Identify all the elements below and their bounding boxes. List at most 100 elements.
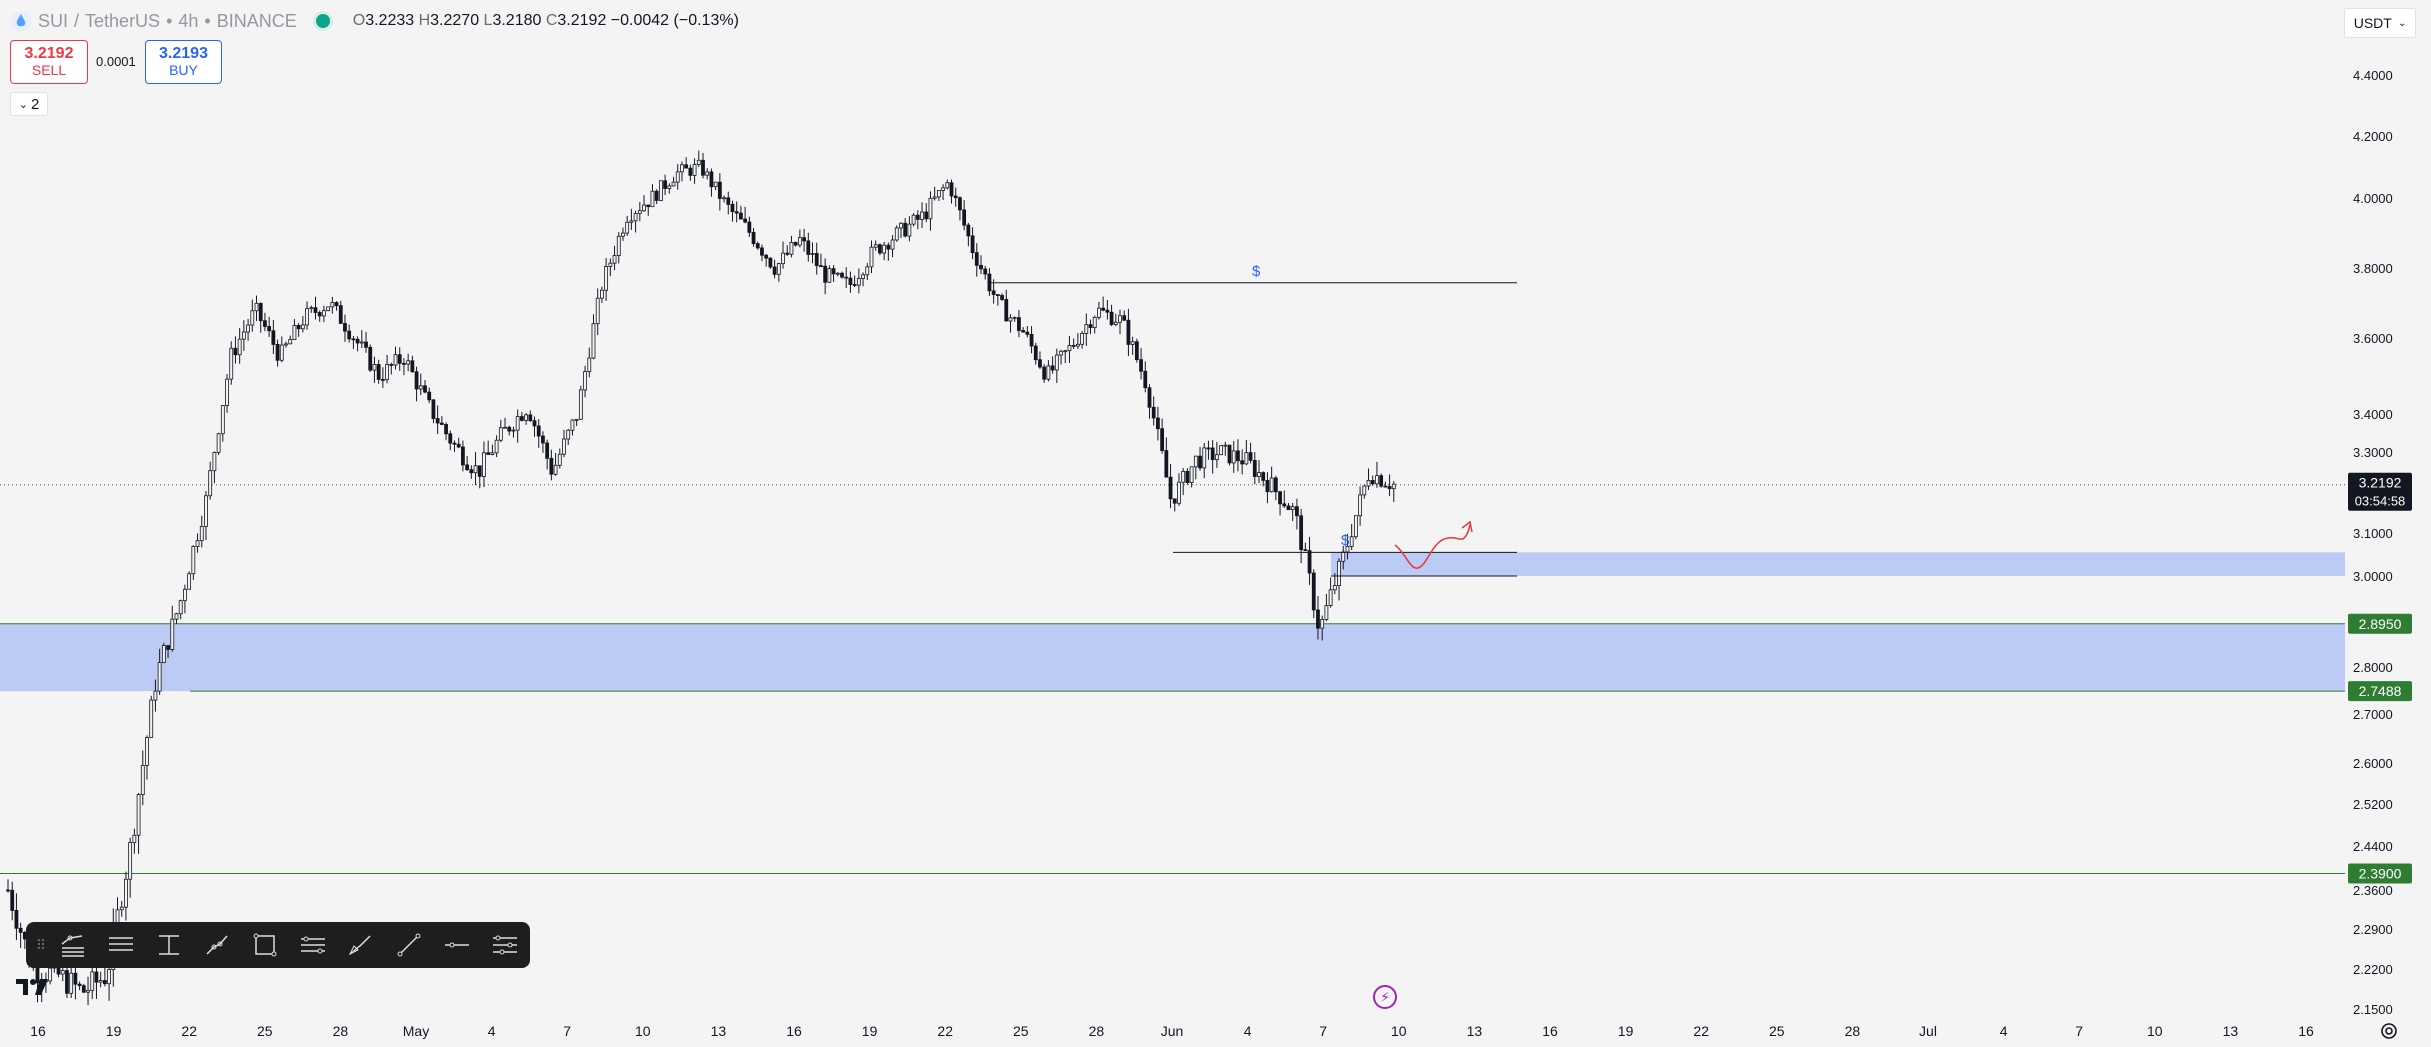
candle-up [1202, 447, 1207, 469]
candle-down [1307, 550, 1312, 574]
candle-up [124, 878, 128, 908]
projection-path[interactable] [1394, 524, 1471, 569]
candle-down [1105, 309, 1110, 313]
candle-down [1122, 315, 1127, 321]
candle-down [1143, 370, 1148, 389]
candle-down [966, 224, 971, 237]
candle-up [524, 414, 528, 421]
price-tick-label: 2.2900 [2353, 922, 2393, 937]
symbol-separator: / [74, 10, 80, 31]
high-value: 3.2270 [430, 12, 480, 29]
price-tick-label: 2.6000 [2353, 756, 2393, 771]
candle-up [1320, 619, 1325, 629]
candle-up [305, 308, 309, 326]
candle-down [1021, 330, 1026, 333]
brush-icon[interactable] [338, 925, 384, 965]
candle-up [705, 171, 710, 176]
candle-up [616, 235, 621, 256]
settings-lines-icon[interactable] [482, 925, 528, 965]
candle-up [170, 618, 175, 650]
candle-up [945, 182, 950, 189]
candle-down [1206, 447, 1211, 450]
demand-zone[interactable] [0, 623, 2345, 692]
horizontal-lines-icon[interactable] [98, 925, 144, 965]
indicators-toggle-button[interactable]: ⌄ 2 [10, 92, 48, 116]
candle-down [469, 469, 474, 474]
time-tick-label: Jul [1919, 1023, 1937, 1039]
candle-down [347, 330, 352, 340]
candle-up [1097, 307, 1101, 318]
candle-up [1181, 470, 1186, 483]
candle-up [612, 255, 617, 264]
candle-down [1101, 307, 1106, 311]
candle-down [983, 268, 988, 275]
candle-down [1316, 609, 1320, 629]
trend-line-icon[interactable] [194, 925, 240, 965]
tradingview-logo-icon[interactable] [14, 975, 58, 997]
candle-down [717, 181, 722, 199]
candle-down [1029, 333, 1034, 347]
price-tick-label: 2.7000 [2353, 707, 2393, 722]
candle-up [1177, 481, 1181, 504]
candle-down [1025, 331, 1030, 335]
time-tick-label: May [403, 1023, 429, 1039]
candle-up [1059, 350, 1063, 356]
candle-down [1000, 295, 1004, 300]
imbalance-zone[interactable] [1331, 552, 2345, 576]
quote-name[interactable]: TetherUS [85, 10, 161, 31]
candle-down [974, 252, 979, 266]
candle-up [1257, 472, 1261, 477]
candle-up [595, 297, 600, 325]
candle-down [1278, 491, 1282, 505]
low-label: L [483, 12, 493, 29]
market-status-icon[interactable] [312, 11, 333, 31]
candle-up [279, 344, 284, 361]
symbol-name[interactable]: SUI [38, 10, 69, 31]
time-tick-label: 10 [635, 1023, 651, 1039]
currency-selector[interactable]: USDT ⌄ [2344, 8, 2416, 38]
candle-up [882, 244, 887, 254]
sell-button[interactable]: 3.2192 SELL [10, 40, 88, 84]
multipoint-line-icon[interactable] [50, 925, 96, 965]
time-tick-label: 19 [1618, 1023, 1634, 1039]
candle-up [920, 211, 924, 220]
candle-up [107, 969, 111, 985]
candle-down [709, 171, 714, 188]
candle-down [414, 371, 419, 390]
gear-icon[interactable] [2378, 1020, 2400, 1042]
candle-down [1240, 460, 1245, 465]
rectangle-icon[interactable] [242, 925, 288, 965]
candle-down [536, 425, 541, 437]
candle-down [296, 324, 301, 330]
drawing-toolbar[interactable]: ⠿ [26, 922, 530, 968]
low-value: 3.2180 [492, 12, 542, 29]
parallel-channel-icon[interactable] [290, 925, 336, 965]
candle-up [869, 246, 874, 268]
ray-icon[interactable] [386, 925, 432, 965]
candle-up [183, 588, 187, 602]
buy-button[interactable]: 3.2193 BUY [145, 40, 222, 84]
candle-down [380, 379, 385, 381]
candle-up [827, 268, 832, 283]
lightning-icon[interactable]: ⚡ [1373, 985, 1397, 1009]
horizontal-line-icon[interactable] [434, 925, 480, 965]
candle-down [271, 330, 276, 345]
time-tick-label: 16 [2298, 1023, 2314, 1039]
candle-up [928, 197, 933, 220]
interval-label[interactable]: 4h [178, 10, 199, 31]
candle-down [1311, 572, 1316, 611]
drag-handle-icon[interactable]: ⠿ [35, 936, 47, 953]
vertical-line-icon[interactable] [146, 925, 192, 965]
candle-up [1080, 333, 1084, 345]
close-value: 3.2192 [557, 12, 607, 29]
candle-down [102, 980, 107, 985]
candle-down [751, 231, 756, 245]
level-price-label: 2.7488 [2359, 683, 2402, 699]
candle-up [322, 310, 326, 317]
candle-down [486, 452, 491, 455]
candle-up [1219, 445, 1223, 456]
time-tick-label: 7 [563, 1023, 571, 1039]
candle-up [587, 357, 592, 373]
